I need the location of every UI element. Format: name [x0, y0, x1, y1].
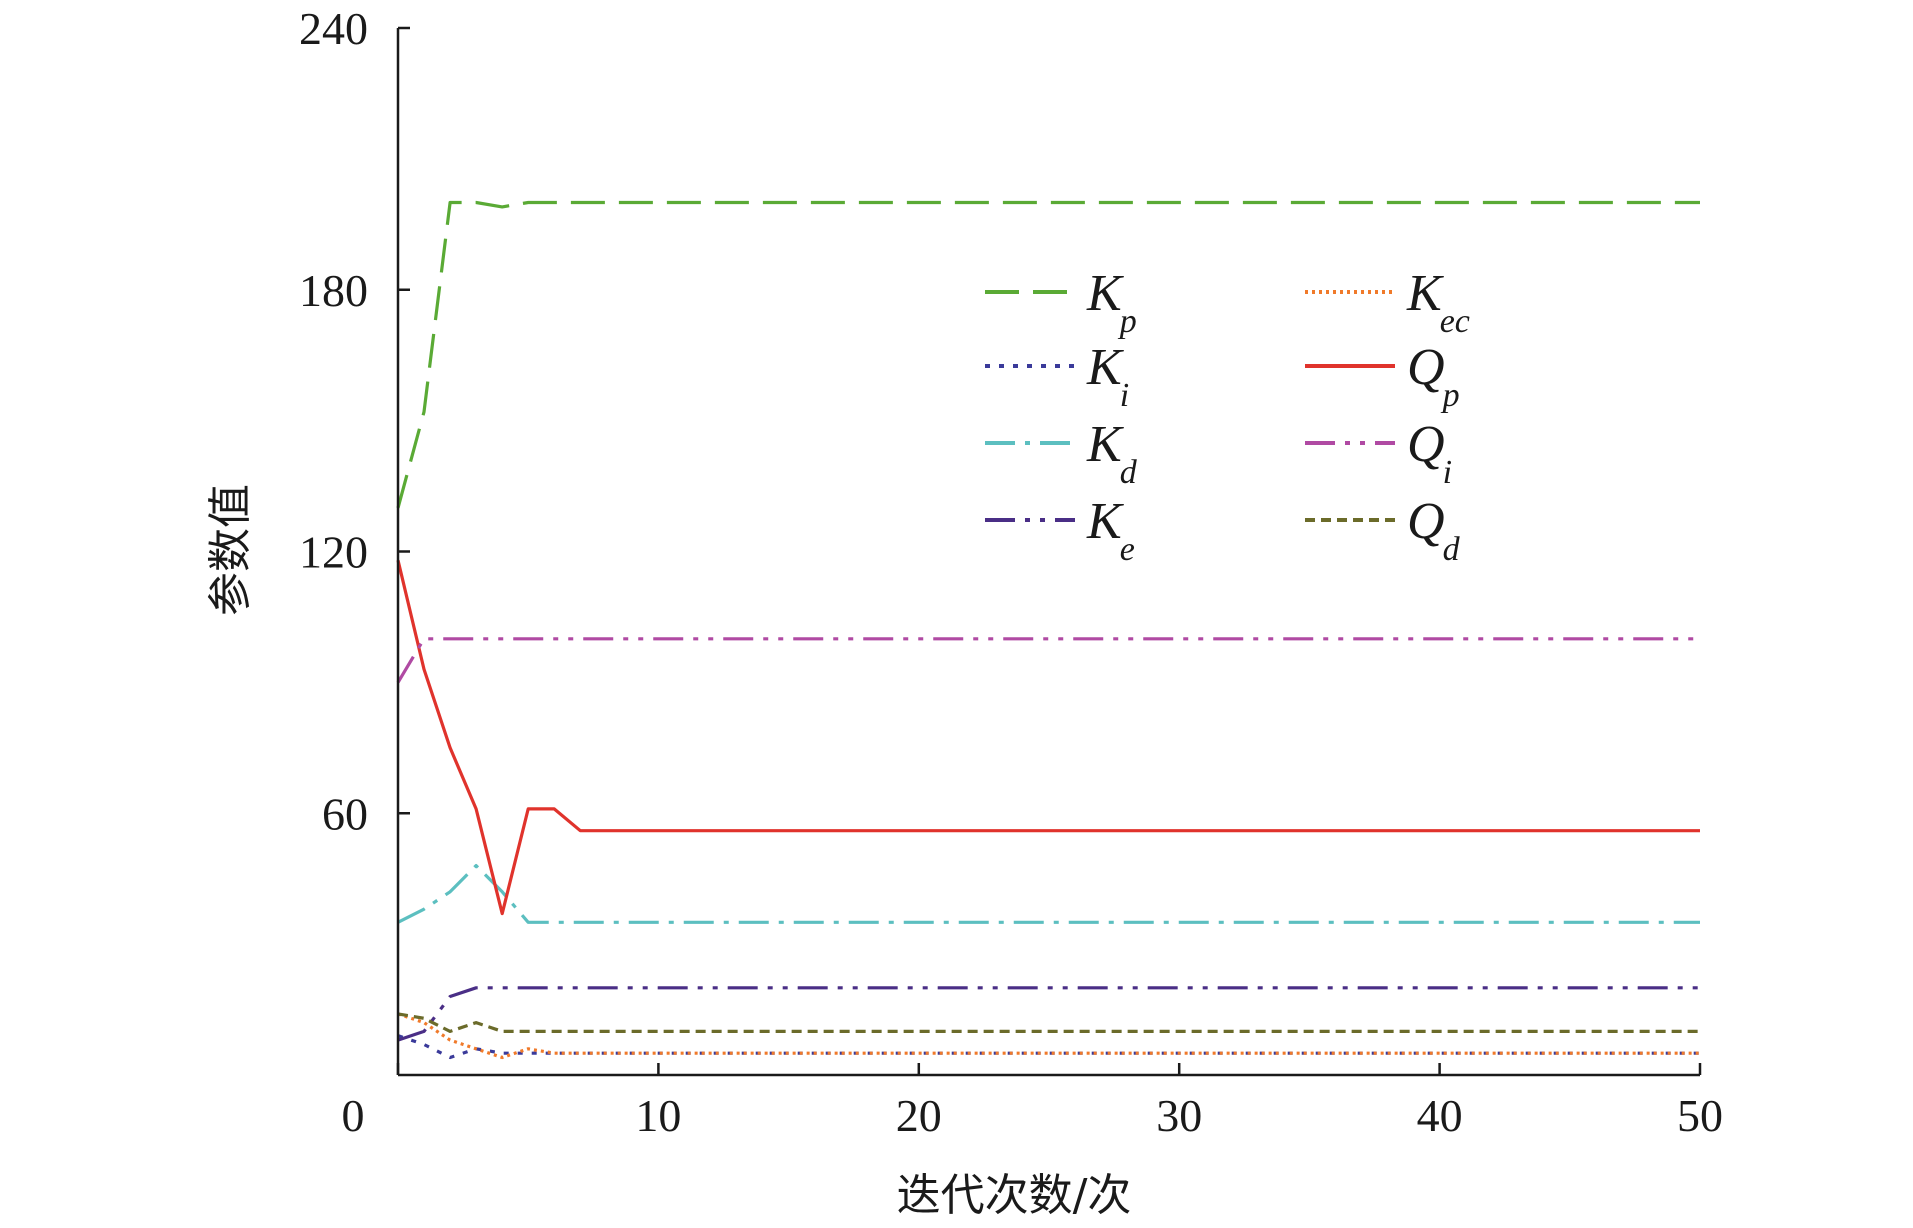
tick-labels: 0 10 20 30 40 50 60 120 180 240 — [299, 3, 1723, 1141]
y-tick-label: 120 — [299, 527, 368, 578]
legend-label-Ke: Ke — [1086, 493, 1135, 568]
series-line-Qd — [397, 1012, 1700, 1034]
legend-label-Qp: Qp — [1407, 339, 1460, 414]
series-line-Ke — [397, 986, 1700, 1042]
x-tick-label: 20 — [896, 1090, 942, 1141]
x-tick-label: 40 — [1417, 1090, 1463, 1141]
legend-label-Kp: Kp — [1086, 265, 1137, 340]
y-tick-label: 180 — [299, 265, 368, 316]
x-axis-title: 迭代次数/次 — [897, 1170, 1132, 1221]
series-line-Ki — [397, 1034, 1700, 1060]
series-line-Kec — [397, 1012, 1700, 1060]
series-line-Kp — [396, 200, 1700, 509]
series-line-Qi — [396, 637, 1700, 684]
series-line-Kd — [397, 863, 1700, 924]
x-tick-label: 10 — [635, 1090, 681, 1141]
x-tick-label: 30 — [1156, 1090, 1202, 1141]
x-tick-label: 50 — [1677, 1090, 1723, 1141]
series-line-Qp — [396, 559, 1700, 916]
legend-label-Kd: Kd — [1086, 416, 1138, 491]
x-tick-label: 0 — [342, 1090, 365, 1141]
y-tick-label: 60 — [322, 788, 368, 839]
legend-label-Ki: Ki — [1086, 339, 1129, 414]
legend-label-Qi: Qi — [1407, 416, 1452, 491]
y-tick-label: 240 — [299, 3, 368, 54]
axes — [396, 26, 1702, 1077]
y-axis-title: 参数值 — [205, 484, 256, 616]
series-layer — [396, 200, 1700, 1060]
legend-label-Kec: Kec — [1406, 265, 1470, 340]
legend-label-Qd: Qd — [1407, 493, 1461, 568]
